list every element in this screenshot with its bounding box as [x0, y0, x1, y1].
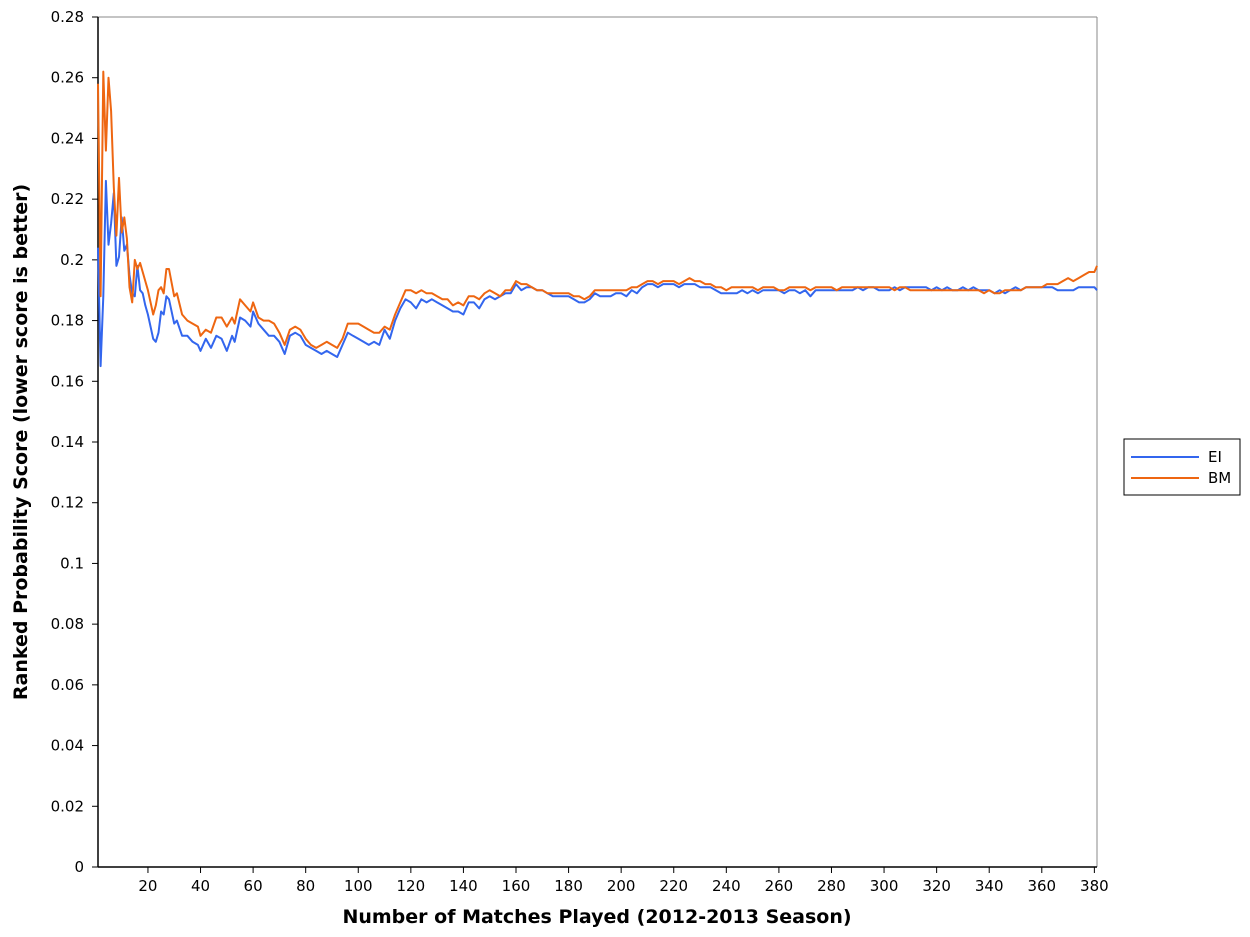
series-layer: [97, 70, 1098, 368]
plot-frame: [97, 16, 1098, 868]
x-tick-label: 220: [659, 877, 688, 895]
series-line-ei: [97, 179, 1098, 368]
y-axis: 0 0.02 0.04 0.06 0.08 0.1 0.12 0.14 0.16 0.18 0.2 0…: [51, 8, 98, 876]
y-tick-label: 0.28: [51, 8, 84, 26]
x-tick-label: 180: [554, 877, 583, 895]
x-tick-label: 40: [191, 877, 210, 895]
series-line-bm: [97, 70, 1098, 349]
y-tick-label: 0.02: [51, 797, 84, 815]
legend: EI BM: [1123, 438, 1241, 496]
legend-label-ei: EI: [1208, 448, 1222, 466]
x-tick-label: 260: [765, 877, 794, 895]
x-tick-label: 300: [870, 877, 899, 895]
y-tick-label: 0.1: [60, 554, 84, 572]
x-axis: 20 40 60 80 100 120 140 160 180 200 220 240 260 280 30…: [138, 867, 1109, 895]
legend-label-bm: BM: [1208, 469, 1231, 487]
y-tick-label: 0.16: [51, 372, 84, 390]
y-tick-label: 0.18: [51, 312, 84, 330]
x-tick-label: 120: [397, 877, 426, 895]
y-tick-label: 0.26: [51, 69, 84, 87]
y-tick-label: 0.22: [51, 190, 84, 208]
legend-box: [1123, 438, 1241, 496]
x-tick-label: 160: [502, 877, 531, 895]
x-tick-label: 280: [817, 877, 846, 895]
y-tick-label: 0.06: [51, 676, 84, 694]
x-tick-label: 80: [296, 877, 315, 895]
x-tick-label: 360: [1027, 877, 1056, 895]
y-tick-label: 0.24: [51, 129, 84, 147]
x-tick-label: 380: [1080, 877, 1109, 895]
y-tick-label: 0.2: [60, 251, 84, 269]
y-tick-label: 0.08: [51, 615, 84, 633]
x-tick-label: 140: [449, 877, 478, 895]
x-tick-label: 60: [244, 877, 263, 895]
x-tick-label: 320: [922, 877, 951, 895]
y-tick-label: 0.14: [51, 433, 84, 451]
y-tick-label: 0: [74, 858, 84, 876]
x-axis-title: Number of Matches Played (2012-2013 Seas…: [342, 906, 851, 928]
x-tick-label: 100: [344, 877, 373, 895]
x-tick-label: 340: [975, 877, 1004, 895]
x-tick-label: 200: [607, 877, 636, 895]
x-tick-label: 20: [138, 877, 157, 895]
y-tick-label: 0.12: [51, 494, 84, 512]
x-tick-label: 240: [712, 877, 741, 895]
y-axis-title: Ranked Probability Score (lower score is…: [10, 184, 32, 700]
y-tick-label: 0.04: [51, 737, 84, 755]
